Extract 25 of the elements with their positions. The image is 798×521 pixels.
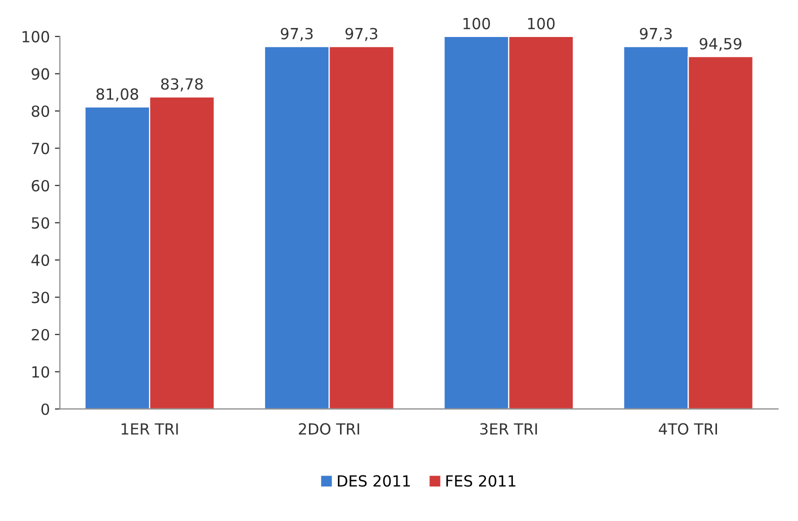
y-tick-label: 40 bbox=[31, 254, 50, 266]
data-label: 100 bbox=[464, 18, 490, 30]
data-label: 94,59 bbox=[700, 38, 742, 52]
legend-label: FES 2011 bbox=[446, 475, 516, 487]
y-tick-label: 80 bbox=[32, 105, 50, 117]
data-label: 100 bbox=[528, 18, 555, 30]
y-tick-label: 30 bbox=[32, 292, 50, 304]
data-label: 81,08 bbox=[96, 88, 138, 102]
y-tick-label: 90 bbox=[32, 68, 50, 80]
y-tick-label: 10 bbox=[32, 366, 50, 378]
legend-label: DES 2011 bbox=[338, 475, 410, 487]
data-label: 97,3 bbox=[280, 28, 313, 41]
y-tick-label: 70 bbox=[32, 142, 50, 154]
x-tick-label: 1ER TRI bbox=[122, 423, 178, 434]
y-tick-label: 20 bbox=[32, 328, 50, 341]
data-label: 97,3 bbox=[640, 28, 672, 41]
x-tick-label: 2DO TRI bbox=[298, 423, 360, 435]
y-tick-label: 100 bbox=[22, 30, 50, 42]
y-tick-label: 50 bbox=[32, 217, 50, 229]
y-tick-label: 0 bbox=[41, 403, 50, 416]
data-label: 83,78 bbox=[161, 78, 203, 92]
x-tick-label: 3ER TRI bbox=[480, 423, 537, 435]
x-tick-label: 4TO TRI bbox=[658, 423, 717, 435]
data-label: 97,3 bbox=[345, 28, 378, 41]
y-tick-label: 60 bbox=[32, 180, 50, 192]
